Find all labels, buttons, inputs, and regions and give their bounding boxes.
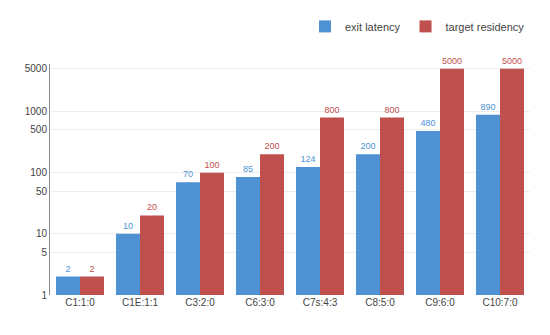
svg-text:70: 70 <box>183 169 193 179</box>
svg-text:5: 5 <box>41 247 47 258</box>
svg-text:target residency: target residency <box>446 21 525 33</box>
svg-text:200: 200 <box>360 141 375 151</box>
svg-text:124: 124 <box>300 154 315 164</box>
svg-text:C7s:4:3: C7s:4:3 <box>303 297 338 308</box>
svg-text:100: 100 <box>204 160 219 170</box>
svg-text:5000: 5000 <box>502 56 522 66</box>
svg-text:800: 800 <box>384 105 399 115</box>
svg-text:C1E:1:1: C1E:1:1 <box>122 297 159 308</box>
svg-text:1: 1 <box>41 290 47 301</box>
svg-text:C9:6:0: C9:6:0 <box>425 297 455 308</box>
svg-text:20: 20 <box>147 202 157 212</box>
svg-text:890: 890 <box>480 102 495 112</box>
svg-text:C1:1:0: C1:1:0 <box>65 297 95 308</box>
svg-text:800: 800 <box>324 105 339 115</box>
svg-text:85: 85 <box>243 164 253 174</box>
svg-text:2: 2 <box>89 264 94 274</box>
svg-text:5000: 5000 <box>25 63 48 74</box>
svg-text:exit latency: exit latency <box>345 21 401 33</box>
svg-text:C8:5:0: C8:5:0 <box>365 297 395 308</box>
svg-text:10: 10 <box>36 228 48 239</box>
svg-text:C10:7:0: C10:7:0 <box>482 297 517 308</box>
svg-text:10: 10 <box>123 221 133 231</box>
svg-text:100: 100 <box>30 167 47 178</box>
svg-text:200: 200 <box>264 141 279 151</box>
svg-text:480: 480 <box>420 118 435 128</box>
svg-text:50: 50 <box>36 186 48 197</box>
svg-text:2: 2 <box>65 264 70 274</box>
svg-text:5000: 5000 <box>442 56 462 66</box>
svg-text:C6:3:0: C6:3:0 <box>245 297 275 308</box>
svg-text:1000: 1000 <box>25 106 48 117</box>
svg-text:500: 500 <box>30 124 47 135</box>
svg-text:C3:2:0: C3:2:0 <box>185 297 215 308</box>
